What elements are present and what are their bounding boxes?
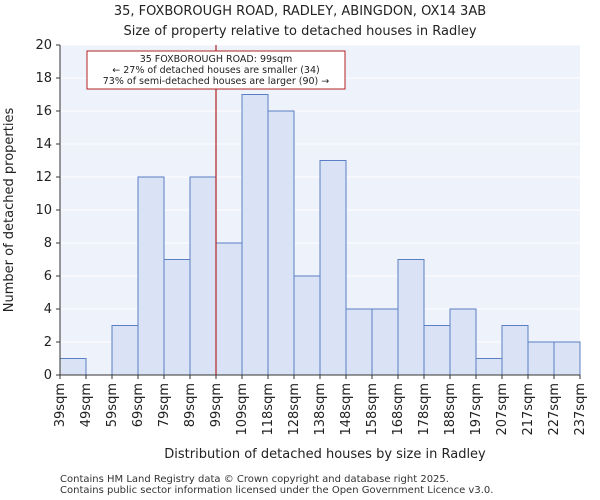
x-tick-label: 89sqm <box>183 383 198 427</box>
y-tick-label: 6 <box>44 269 52 284</box>
histogram-bar <box>111 325 139 376</box>
footer: Contains HM Land Registry data © Crown c… <box>60 474 493 496</box>
x-tick-label: 197sqm <box>469 383 484 436</box>
annotation-line: 73% of semi-detached houses are larger (… <box>103 76 330 87</box>
x-tick-label: 178sqm <box>417 383 432 436</box>
histogram-bar <box>345 308 373 376</box>
y-tick-label: 4 <box>44 302 52 317</box>
x-tick-label: 79sqm <box>157 383 172 427</box>
y-axis-title: Number of detached properties <box>2 108 17 313</box>
chart-title-block: 35, FOXBOROUGH ROAD, RADLEY, ABINGDON, O… <box>0 2 600 42</box>
x-tick-label: 138sqm <box>313 383 328 436</box>
y-tick-label: 8 <box>44 236 52 251</box>
annotation-line: 35 FOXBOROUGH ROAD: 99sqm <box>140 54 293 65</box>
x-tick-label: 49sqm <box>79 383 94 427</box>
chart-subtitle: Size of property relative to detached ho… <box>123 24 477 39</box>
x-tick-label: 188sqm <box>443 383 458 436</box>
histogram-bar <box>397 259 425 376</box>
histogram-bar <box>241 94 269 376</box>
x-tick-label: 39sqm <box>53 383 68 427</box>
annotation-box <box>86 50 346 90</box>
histogram-bar <box>59 358 87 376</box>
x-axis-title: Distribution of detached houses by size … <box>164 447 486 462</box>
chart-title: 35, FOXBOROUGH ROAD, RADLEY, ABINGDON, O… <box>113 4 487 19</box>
histogram-bar <box>215 242 243 376</box>
y-tick-label: 20 <box>35 38 52 53</box>
histogram-bar <box>371 308 399 376</box>
histogram-bar <box>423 325 451 376</box>
histogram-bar <box>267 110 295 376</box>
histogram-bar <box>293 275 321 376</box>
histogram-bar <box>449 308 477 376</box>
x-tick-label: 59sqm <box>105 383 120 427</box>
y-tick-label: 16 <box>35 104 52 119</box>
footer-line-1: Contains HM Land Registry data © Crown c… <box>60 474 449 485</box>
histogram-bar <box>189 176 217 376</box>
y-tick-label: 12 <box>35 170 52 185</box>
y-tick-label: 18 <box>35 71 52 86</box>
histogram-bar <box>319 160 347 376</box>
y-tick-label: 2 <box>44 335 52 350</box>
x-tick-label: 237sqm <box>573 383 588 436</box>
x-tick-label: 99sqm <box>209 383 224 427</box>
y-tick-label: 0 <box>44 368 52 383</box>
x-tick-label: 148sqm <box>339 383 354 436</box>
footer-line-2: Contains public sector information licen… <box>60 485 494 496</box>
x-tick-label: 118sqm <box>261 383 276 436</box>
histogram-bar <box>163 259 191 376</box>
x-tick-label: 69sqm <box>131 383 146 427</box>
x-tick-label: 227sqm <box>547 383 562 436</box>
histogram-bar <box>137 176 165 376</box>
x-tick-label: 217sqm <box>521 383 536 436</box>
x-tick-label: 109sqm <box>235 383 250 436</box>
x-tick-label: 168sqm <box>391 383 406 436</box>
y-tick-label: 14 <box>35 137 52 152</box>
histogram-bar <box>527 341 555 376</box>
histogram-bar <box>553 341 581 376</box>
annotation-line: ← 27% of detached houses are smaller (34… <box>112 65 319 76</box>
x-tick-label: 207sqm <box>495 383 510 436</box>
x-tick-label: 158sqm <box>365 383 380 436</box>
y-tick-label: 10 <box>35 203 52 218</box>
histogram-bar <box>501 325 529 376</box>
x-tick-label: 128sqm <box>287 383 302 436</box>
histogram-bar <box>475 358 503 376</box>
